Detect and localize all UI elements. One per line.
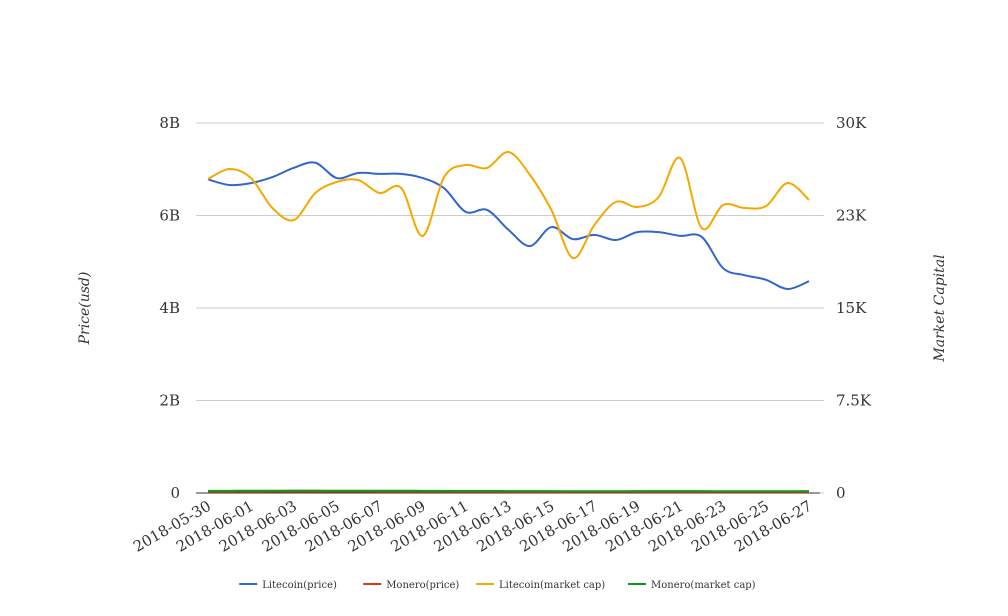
y2-tick-label: 0 xyxy=(836,484,846,502)
y-tick-label: 0 xyxy=(170,484,180,502)
line-series xyxy=(207,161,810,291)
legend-label: Monero(market cap) xyxy=(651,580,756,591)
legend-label: Litecoin(market cap) xyxy=(499,580,605,591)
y-tick-label: 2B xyxy=(159,392,180,410)
y2-tick-label: 30K xyxy=(836,114,867,132)
y-tick-label: 6B xyxy=(159,207,180,225)
y-axis-title: Price(usd) xyxy=(77,272,93,346)
y-tick-label: 8B xyxy=(159,114,180,132)
y2-tick-label: 15K xyxy=(836,299,867,317)
y2-tick-label: 23K xyxy=(836,207,867,225)
line-series xyxy=(207,151,810,260)
y2-axis-title: Market Capital xyxy=(932,254,948,362)
line-series xyxy=(207,489,810,493)
legend-label: Monero(price) xyxy=(386,580,459,591)
y-tick-label: 4B xyxy=(159,299,180,317)
y2-tick-label: 7.5K xyxy=(836,392,872,410)
legend-label: Litecoin(price) xyxy=(262,580,337,591)
